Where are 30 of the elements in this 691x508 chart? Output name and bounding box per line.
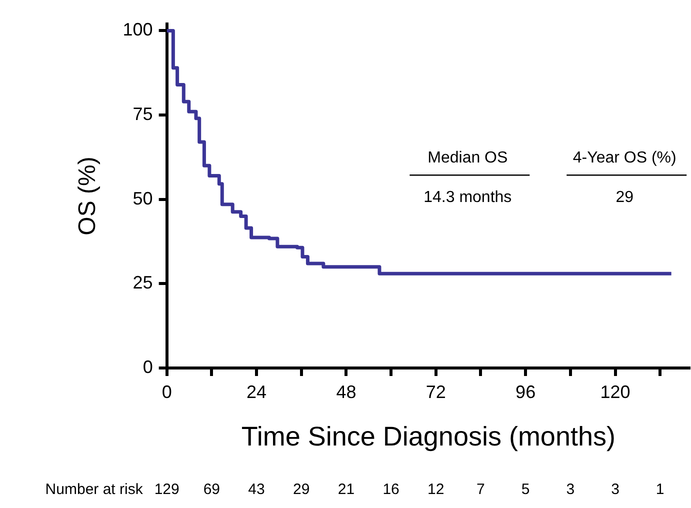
text: Number at risk [45,481,144,498]
y-tick-label: 75 [132,104,153,124]
x-tick-label: 72 [426,382,446,402]
x-axis-title: Time Since Diagnosis (months) [241,421,616,452]
annotation: 14.3 months [424,189,512,206]
x-tick-label: 24 [246,382,267,402]
text: 43 [248,481,265,498]
x-tick-label: 48 [336,382,356,402]
text: 1 [656,481,664,498]
y-tick-label: 25 [132,272,153,293]
text: 21 [338,481,355,498]
text: 129 [154,481,180,498]
annotation: 29 [616,189,634,206]
text: 12 [428,481,444,498]
x-tick-label: 0 [162,382,172,402]
text: 7 [476,481,485,498]
y-tick-label: 50 [132,188,153,208]
text: 3 [566,481,575,498]
x-tick-label: 120 [600,382,630,402]
text: 69 [203,481,220,498]
x-tick-label: 96 [516,382,536,402]
text: 16 [382,481,400,498]
text: 5 [521,481,530,498]
y-tick-label: 0 [142,356,153,377]
annotation: 4-Year OS (%) [572,150,676,167]
text: 3 [611,481,620,498]
text: 29 [293,481,310,498]
annotation: Median OS [428,150,508,167]
y-axis-title: OS (%) [74,156,102,236]
y-tick-label: 100 [122,20,153,40]
